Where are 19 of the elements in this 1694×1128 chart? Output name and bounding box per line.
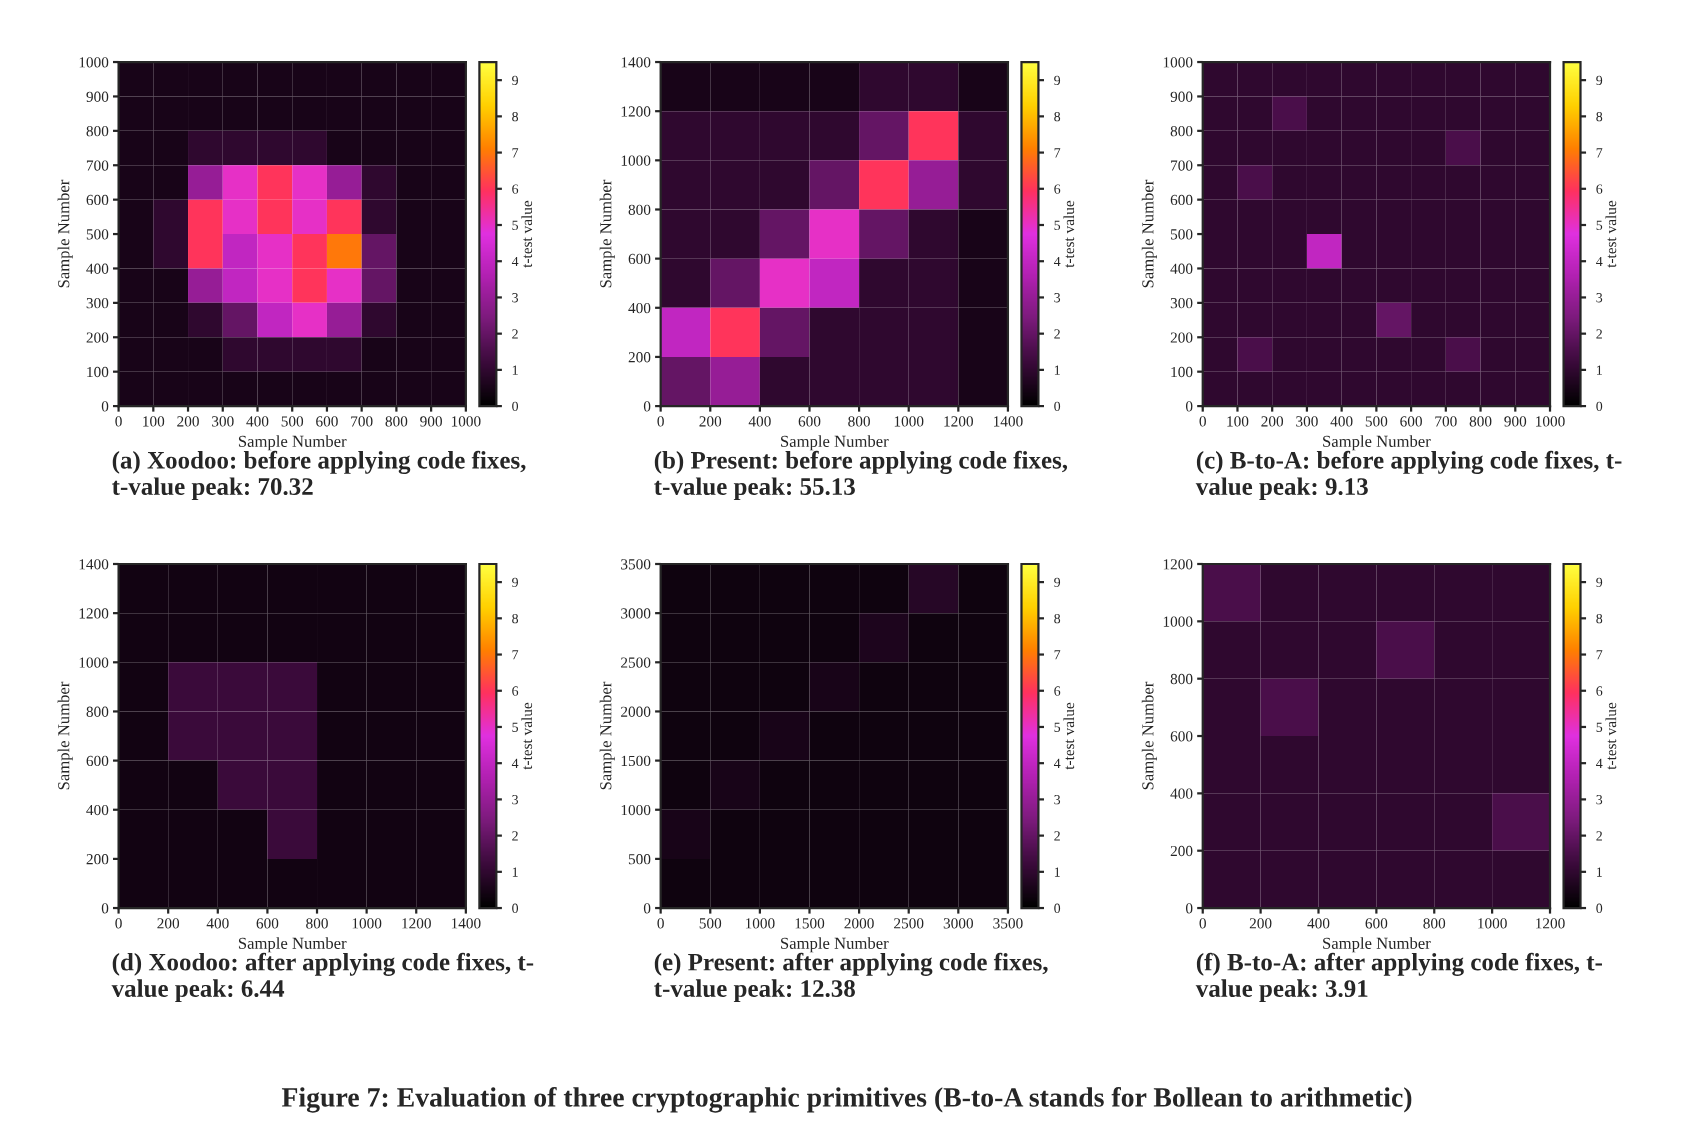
text: (e) Present: after applying code fixes, t-value peak: 12.38 — [654, 952, 1048, 1003]
text: (a) Xoodoo: before applying code fixes, t-value peak: 70.32 — [112, 450, 526, 501]
x-axis-title: Sample Number — [238, 435, 347, 451]
x-axis-title: Sample Number — [781, 937, 889, 953]
y-axis-title: Sample Number — [599, 179, 615, 288]
x-axis-title: Sample Number — [238, 937, 347, 953]
y-axis-title: Sample Number — [1141, 179, 1157, 288]
text: (f) B-to-A: after applying code fixes, t- value peak: 3.91 — [1195, 952, 1602, 1003]
text: (d) Xoodoo: after applying code fixes, t- value peak: 6.44 — [111, 952, 534, 1003]
y-axis-title: Sample Number — [1141, 681, 1157, 790]
y-axis-title: Sample Number — [599, 681, 615, 790]
y-axis-title: Sample Number — [57, 179, 73, 288]
x-axis-title: Sample Number — [1323, 435, 1431, 451]
text: (c) B-to-A: before applying code fixes, t- value peak: 9.13 — [1195, 450, 1622, 501]
y-axis-title: Sample Number — [57, 681, 73, 790]
x-axis-title: Sample Number — [1323, 937, 1431, 953]
caption: Figure 7: Evaluation of three cryptographic primitives (B-to-A stands for Bollean to arithmetic) — [281, 1086, 1412, 1113]
text: (b) Present: before applying code fixes, t-value peak: 55.13 — [654, 450, 1068, 501]
x-axis-title: Sample Number — [781, 435, 889, 451]
